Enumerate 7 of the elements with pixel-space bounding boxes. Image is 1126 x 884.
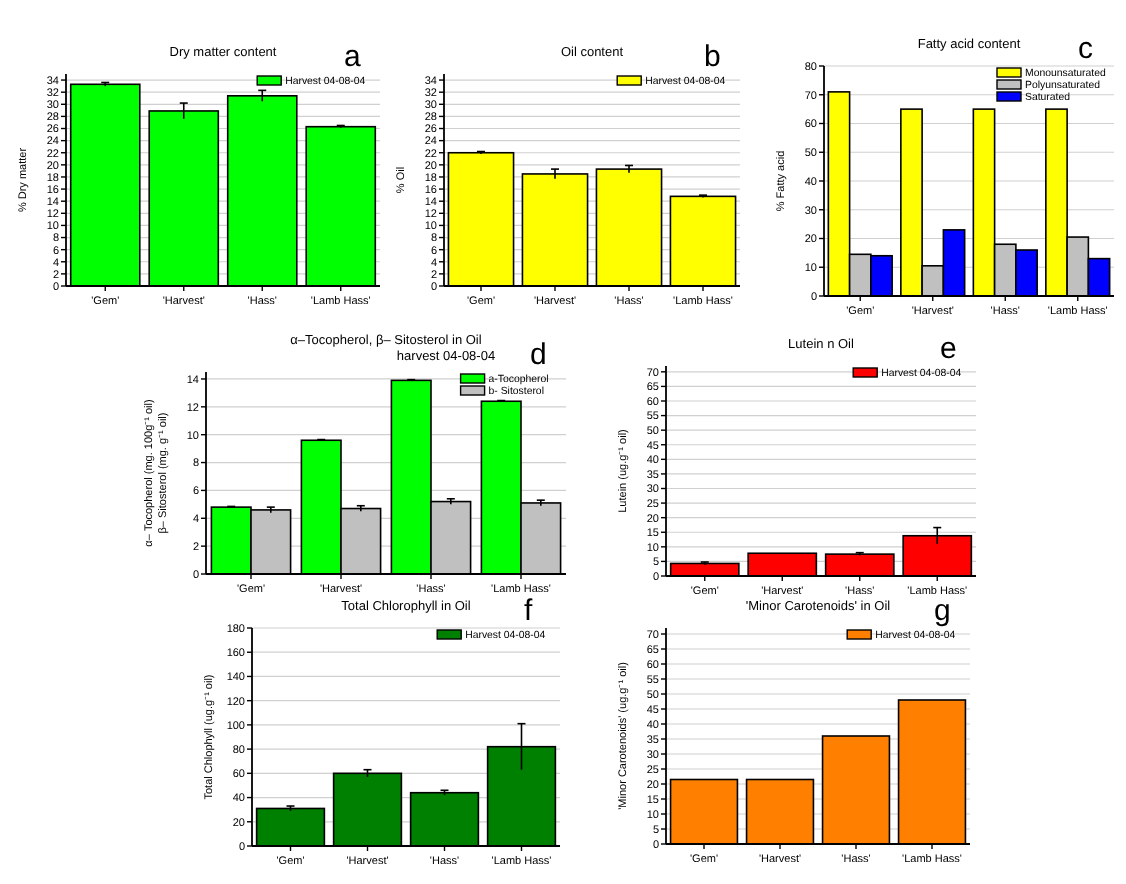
text: d (530, 338, 547, 372)
text: a (344, 40, 362, 74)
annotation: c (1078, 32, 1094, 66)
text: b (704, 40, 721, 74)
annotation: g (934, 594, 951, 628)
annotation: f (524, 594, 534, 628)
annotation: e (940, 332, 957, 366)
